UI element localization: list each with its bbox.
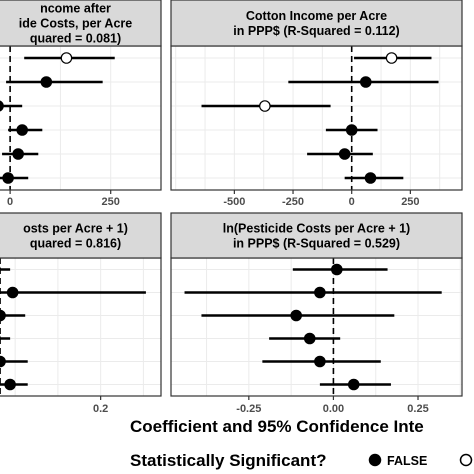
strip-title-line: quared = 0.816): [30, 237, 121, 251]
strip-background: [170, 212, 463, 259]
panel-bottom-left: osts per Acre + 1)quared = 0.816) 0.2: [0, 212, 162, 415]
strip-background: [0, 212, 162, 259]
coefficient-point: [0, 309, 6, 322]
x-axis-caption: Coefficient and 95% Confidence Inte: [130, 417, 424, 436]
x-tick-label: 0.2: [93, 403, 108, 415]
x-tick-label: 250: [401, 196, 419, 208]
panel-background: [171, 46, 462, 190]
legend-title: Statistically Significant?: [130, 451, 327, 470]
coefficient-point: [314, 286, 326, 299]
coefficient-point: [4, 378, 16, 391]
legend-label-false: FALSE: [387, 454, 427, 468]
coefficient-point: [338, 148, 351, 160]
strip-title-line: ln(Pesticide Costs per Acre + 1): [223, 222, 410, 236]
coefficient-point: [60, 52, 73, 64]
strip-background: [170, 0, 463, 47]
x-tick-label: 0: [7, 196, 13, 208]
legend: Statistically Significant? FALSE: [130, 451, 473, 470]
x-tick-label: 0.00: [323, 403, 344, 415]
strip-title-line: osts per Acre + 1): [23, 222, 128, 236]
coefficient-point: [303, 332, 316, 345]
coefficient-point: [290, 309, 302, 322]
x-tick-label: -500: [223, 196, 245, 208]
legend-key-false: [368, 453, 382, 467]
strip-title-line: in PPP$ (R-Squared = 0.112): [233, 24, 399, 38]
coefficient-point: [0, 100, 4, 112]
coefficient-point: [364, 172, 377, 184]
panel-background: [0, 46, 161, 190]
coefficient-point: [2, 172, 14, 184]
coefficient-point: [40, 76, 53, 88]
coefficient-point: [12, 148, 24, 160]
coefficient-point: [0, 355, 6, 368]
x-tick-label: 0.25: [407, 403, 428, 415]
x-tick-label: 0: [349, 196, 355, 208]
legend-key-true: [459, 453, 473, 467]
coefficient-point: [359, 76, 372, 88]
strip-title-line: Cotton Income per Acre: [246, 9, 387, 23]
coefficient-point: [331, 263, 343, 276]
coefficient-point: [345, 124, 358, 136]
x-tick-label: 250: [102, 196, 120, 208]
strip-title-line: ncome after: [40, 2, 111, 16]
strip-title-line: in PPP$ (R-Squared = 0.529): [233, 237, 400, 251]
panel-bottom-right: ln(Pesticide Costs per Acre + 1)in PPP$ …: [170, 212, 463, 415]
coefficient-point: [347, 378, 360, 391]
x-tick-label: -250: [282, 196, 304, 208]
coefficient-point: [259, 100, 271, 112]
x-tick-label: -0.25: [236, 403, 261, 415]
coefficient-point: [314, 355, 326, 368]
coefficient-point: [385, 52, 398, 64]
panel-background: [0, 258, 161, 396]
strip-title-line: ide Costs, per Acre: [19, 17, 133, 31]
strip-title-line: quared = 0.081): [30, 32, 121, 46]
panel-background: [171, 258, 462, 396]
strip-background: [0, 0, 162, 47]
coefficient-point: [16, 124, 28, 136]
coefficient-point: [6, 286, 19, 299]
